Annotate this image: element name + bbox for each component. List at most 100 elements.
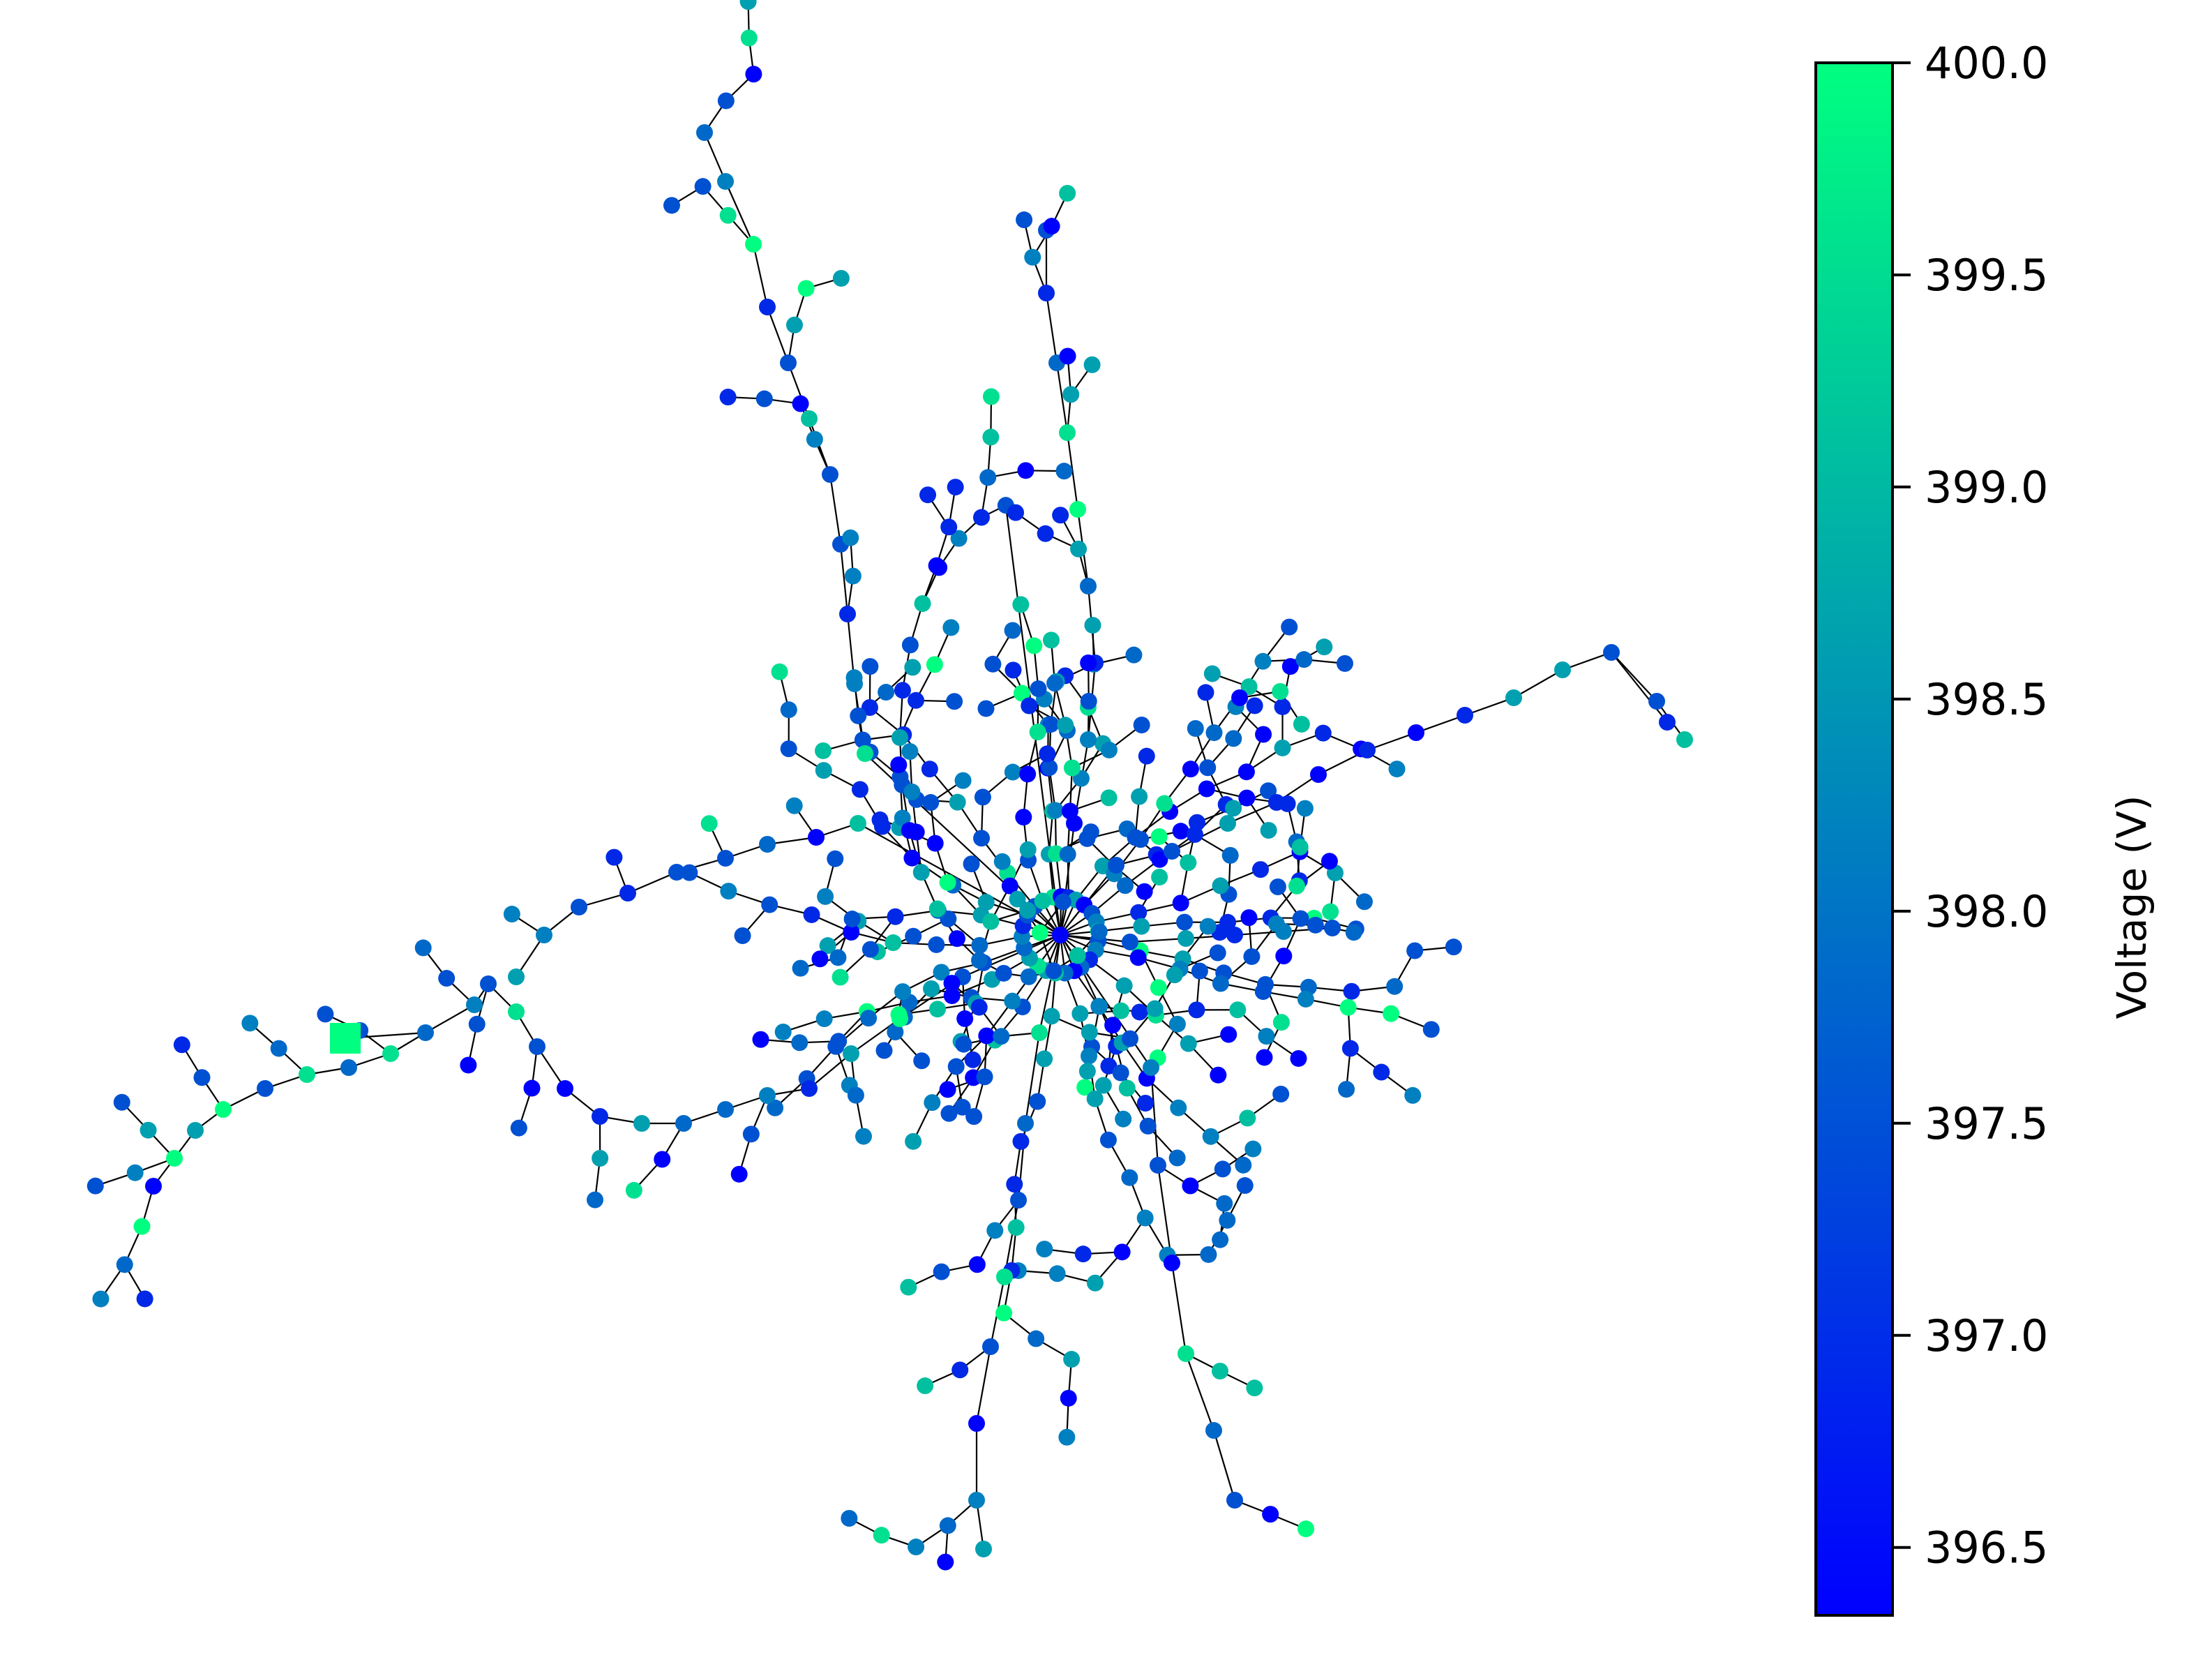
network-node (946, 693, 963, 710)
network-node (974, 788, 991, 806)
network-node (1383, 1005, 1400, 1022)
network-node (1212, 1231, 1229, 1248)
network-node (827, 1038, 845, 1055)
network-node (1345, 924, 1362, 941)
network-node (1275, 948, 1293, 965)
network-node (1043, 218, 1060, 235)
network-node (1046, 802, 1064, 819)
network-node (592, 1149, 609, 1167)
network-node (1052, 927, 1069, 943)
network-node (963, 855, 980, 873)
network-node (943, 975, 961, 992)
network-node (1188, 814, 1205, 831)
network-node (908, 823, 925, 841)
network-node (92, 1290, 110, 1308)
network-node (480, 975, 497, 992)
network-node (940, 1105, 958, 1122)
network-node (939, 1517, 956, 1534)
network-node (847, 1086, 864, 1104)
network-node (1260, 782, 1277, 800)
network-node (1339, 998, 1357, 1016)
network-edge (1611, 652, 1657, 702)
network-node (510, 1119, 527, 1137)
network-node (1180, 854, 1197, 872)
network-node (1197, 684, 1214, 701)
colorbar-ticks: 400.0 399.5 399.0 398.5 398.0 397.5 397.0 396.5 (1893, 38, 2049, 1573)
network-node (719, 207, 737, 224)
network-node (719, 389, 737, 406)
network-edge (425, 1004, 475, 1033)
network-node (1648, 693, 1665, 710)
network-node (1307, 916, 1324, 934)
network-node (1021, 697, 1038, 715)
network-node (1235, 1156, 1252, 1174)
network-node (1016, 211, 1033, 229)
network-node (1012, 1132, 1030, 1150)
network-node (1336, 655, 1353, 672)
network-edge (536, 1046, 566, 1089)
network-node (752, 1031, 769, 1048)
network-node (1038, 285, 1055, 301)
network-node (382, 1045, 399, 1062)
network-node (1084, 617, 1101, 634)
network-node (857, 745, 873, 762)
network-node (663, 197, 680, 214)
network-node (1214, 1160, 1231, 1178)
network-node (855, 1128, 872, 1145)
network-node (1268, 794, 1285, 811)
network-node (1133, 918, 1150, 935)
network-node (745, 66, 762, 83)
network-node (1272, 683, 1289, 701)
network-node (1094, 1077, 1112, 1094)
network-node (571, 899, 587, 915)
network-node (939, 874, 956, 891)
network-node (1343, 982, 1360, 1000)
network-node (904, 659, 921, 676)
network-node (1176, 913, 1194, 931)
network-node (717, 1101, 734, 1118)
network-node (871, 811, 889, 828)
network-node (1015, 809, 1032, 826)
network-edge (578, 892, 629, 908)
network-node (734, 927, 751, 945)
network-node (1505, 689, 1522, 706)
network-node (947, 479, 964, 496)
network-node (1029, 1093, 1046, 1110)
network-node (1236, 1177, 1254, 1195)
network-node (1116, 877, 1134, 895)
network-node (908, 691, 925, 709)
network-node (1406, 942, 1424, 959)
network-node (1071, 1005, 1089, 1022)
colorbar-tick-label: 398.5 (1925, 674, 2049, 725)
network-edge (962, 934, 1061, 978)
network-node (625, 1181, 642, 1199)
network-node (1240, 678, 1258, 696)
network-node (1210, 1066, 1227, 1084)
network-node (861, 699, 878, 717)
network-node (1205, 1422, 1222, 1439)
network-node (1272, 1086, 1290, 1103)
network-node (681, 864, 698, 881)
network-node (845, 669, 863, 687)
network-node (717, 850, 734, 867)
network-node (901, 742, 919, 760)
network-node (133, 1218, 151, 1235)
network-node (1146, 1000, 1164, 1017)
network-node (1281, 658, 1299, 675)
network-node (1258, 1028, 1275, 1045)
network-node (1150, 828, 1168, 845)
colorbar-gradient (1814, 61, 1894, 1617)
network-node (1136, 883, 1153, 900)
network-node (1041, 759, 1058, 777)
network-edge (839, 544, 849, 615)
network-node (894, 809, 911, 827)
network-node (1199, 918, 1217, 935)
network-node (1229, 1001, 1247, 1019)
network-node (1310, 766, 1327, 783)
network-node (923, 980, 940, 997)
network-node (975, 1541, 992, 1557)
network-node (1151, 869, 1168, 886)
network-node (1132, 831, 1150, 848)
network-node (986, 1222, 1004, 1239)
network-node (806, 431, 823, 448)
